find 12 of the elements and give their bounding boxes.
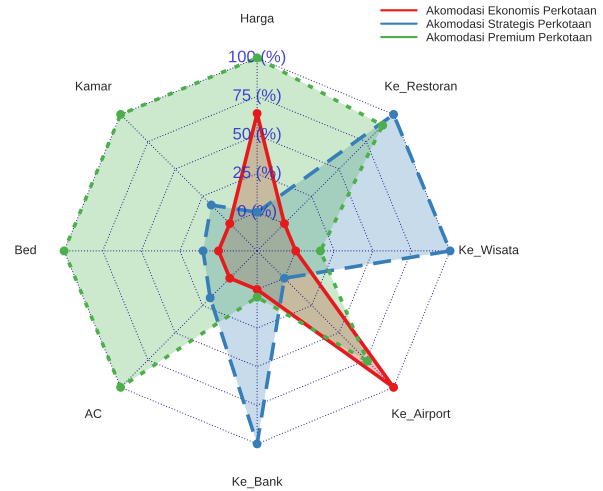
spoke-label: AC xyxy=(84,409,102,418)
legend-label: Akomodasi Strategis Perkotaan xyxy=(426,19,591,30)
legend-label: Akomodasi Ekonomis Perkotaan xyxy=(426,6,596,15)
spoke-label: Ke_Wisata xyxy=(460,245,519,257)
spoke-label: Harga xyxy=(241,14,274,26)
legend-label: Akomodasi Premium Perkotaan xyxy=(426,32,592,42)
y-tick-label: 75 (%) xyxy=(233,88,281,104)
spoke-label: Ke_Bank xyxy=(232,476,282,488)
spoke-label: Ke_Airport xyxy=(392,408,450,420)
spoke-label: Bed xyxy=(15,245,36,254)
spoke-label: Ke_Restoran xyxy=(385,82,457,93)
spoke-label: Kamar xyxy=(76,82,112,90)
